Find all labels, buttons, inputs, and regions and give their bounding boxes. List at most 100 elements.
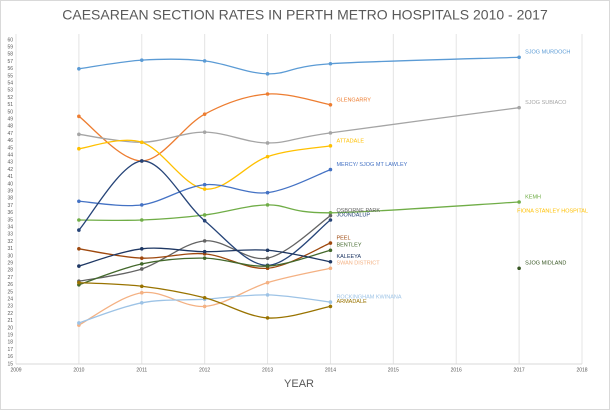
legend-label: ROCKINGHAM KWINANA xyxy=(336,295,401,301)
y-tick-label: 35 xyxy=(7,217,13,223)
y-tick-label: 17 xyxy=(7,347,13,353)
data-point xyxy=(265,248,270,253)
y-tick-label: 41 xyxy=(7,174,13,180)
legend-label: GLENGARRY xyxy=(336,97,371,103)
y-tick-label: 18 xyxy=(7,340,13,346)
data-point xyxy=(77,199,81,204)
data-point xyxy=(202,59,207,63)
y-tick-label: 57 xyxy=(7,59,13,65)
data-point xyxy=(517,200,521,204)
data-point xyxy=(265,293,270,297)
data-point xyxy=(202,182,207,187)
data-point xyxy=(265,203,270,207)
y-tick-label: 47 xyxy=(7,131,13,137)
data-point xyxy=(265,72,270,76)
y-tick-label: 25 xyxy=(7,289,13,295)
data-point xyxy=(202,187,207,191)
legend-label: SJOG SUBIACO xyxy=(525,100,567,106)
annotation: FIONA STANLEY HOSPITAL xyxy=(517,208,588,214)
data-point xyxy=(77,280,81,285)
y-tick-label: 42 xyxy=(7,167,13,173)
y-tick-label: 60 xyxy=(7,37,13,43)
data-point xyxy=(139,256,144,260)
y-tick-label: 46 xyxy=(7,138,13,144)
y-tick-label: 51 xyxy=(7,102,13,108)
x-tick-label: 2009 xyxy=(10,367,21,373)
y-tick-label: 49 xyxy=(7,117,13,123)
x-tick-label: 2012 xyxy=(199,367,210,373)
legend-label: BENTLEY xyxy=(336,243,361,249)
y-tick-label: 32 xyxy=(7,239,13,245)
data-point xyxy=(77,218,81,222)
data-point xyxy=(77,228,81,232)
data-point xyxy=(202,256,207,260)
y-tick-label: 21 xyxy=(7,318,13,324)
data-point xyxy=(202,295,207,300)
data-point xyxy=(139,159,144,163)
data-point xyxy=(139,301,144,305)
y-tick-label: 55 xyxy=(7,73,13,79)
y-tick-label: 54 xyxy=(7,81,13,87)
data-point xyxy=(202,213,207,217)
legend-label: OSBORNE PARK xyxy=(336,208,380,214)
legend-label: SWAN DISTRICT xyxy=(336,261,380,267)
x-tick-label: 2016 xyxy=(451,367,462,373)
data-point xyxy=(202,112,207,116)
data-point xyxy=(328,259,333,264)
y-tick-label: 24 xyxy=(7,297,13,303)
data-point xyxy=(77,146,81,151)
y-tick-label: 15 xyxy=(7,361,13,367)
y-tick-label: 28 xyxy=(7,268,13,274)
data-point xyxy=(202,218,207,223)
data-point xyxy=(139,58,144,62)
data-point xyxy=(202,249,207,254)
y-tick-label: 22 xyxy=(7,311,13,317)
x-tick-label: 2013 xyxy=(262,367,273,373)
data-point xyxy=(328,131,333,135)
data-point xyxy=(328,103,333,107)
data-point xyxy=(77,264,81,268)
y-tick-label: 37 xyxy=(7,203,13,209)
data-point xyxy=(265,141,270,145)
data-point xyxy=(328,241,333,245)
y-tick-label: 45 xyxy=(7,145,13,151)
data-point xyxy=(265,92,270,96)
x-tick-label: 2017 xyxy=(514,367,525,373)
data-point xyxy=(328,211,333,215)
data-point xyxy=(517,266,521,271)
legend-label: PEEL xyxy=(336,235,350,241)
y-tick-label: 56 xyxy=(7,66,13,72)
y-tick-label: 34 xyxy=(7,225,13,231)
y-tick-label: 36 xyxy=(7,210,13,216)
y-tick-label: 59 xyxy=(7,45,13,51)
x-tick-label: 2018 xyxy=(576,367,587,373)
legend-label: ARMADALE xyxy=(336,299,367,305)
data-point xyxy=(265,264,270,268)
y-tick-label: 19 xyxy=(7,333,13,339)
data-point xyxy=(328,300,333,304)
y-tick-label: 38 xyxy=(7,196,13,202)
data-point xyxy=(139,247,144,251)
y-tick-label: 16 xyxy=(7,354,13,360)
data-point xyxy=(139,203,144,207)
legend-label: KALEEYA xyxy=(336,254,361,260)
data-point xyxy=(328,266,333,271)
data-point xyxy=(328,218,333,222)
data-point xyxy=(139,218,144,222)
data-point xyxy=(77,132,81,137)
x-axis-title: YEAR xyxy=(284,378,314,390)
x-tick-label: 2010 xyxy=(73,367,84,373)
chart-title: CAESAREAN SECTION RATES IN PERTH METRO H… xyxy=(62,7,548,23)
legend-label: ATTADALE xyxy=(336,138,364,144)
y-tick-label: 58 xyxy=(7,52,13,58)
data-point xyxy=(265,256,270,260)
x-tick-label: 2014 xyxy=(325,367,336,373)
x-tick-label: 2011 xyxy=(136,367,147,373)
data-point xyxy=(265,154,270,159)
data-point xyxy=(139,262,144,266)
data-point xyxy=(139,140,144,145)
y-tick-label: 40 xyxy=(7,181,13,187)
data-point xyxy=(328,61,333,66)
data-point xyxy=(328,213,333,218)
data-point xyxy=(77,321,81,325)
